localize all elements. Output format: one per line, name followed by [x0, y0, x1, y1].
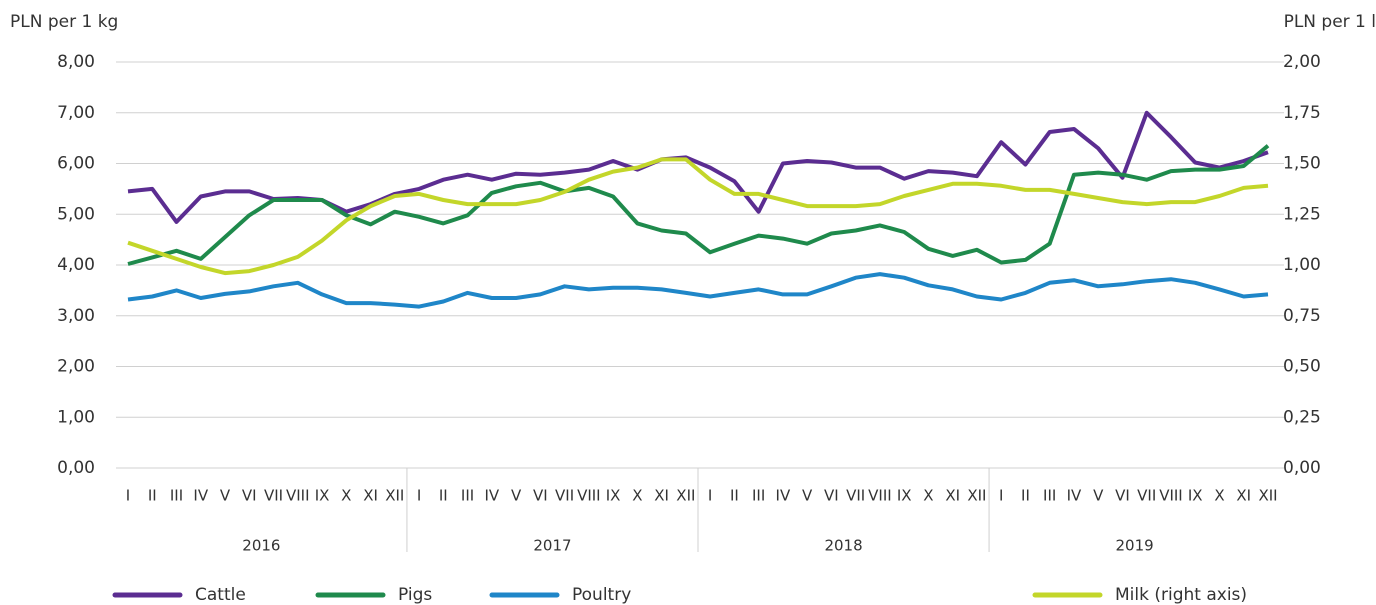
series-line — [127, 272, 1269, 309]
y2-tick-label: 0,00 — [1283, 458, 1321, 478]
x-tick-label: III — [461, 487, 474, 505]
y-tick-label: 3,00 — [57, 306, 95, 326]
x-group-label: 2018 — [824, 537, 862, 555]
x-tick-label: I — [999, 487, 1003, 505]
x-tick-label: I — [417, 487, 421, 505]
x-tick-label: IV — [484, 487, 499, 505]
y-tick-label: 6,00 — [57, 154, 95, 174]
x-tick-label: XII — [385, 487, 404, 505]
legend-label: Cattle — [195, 585, 246, 605]
x-tick-label: III — [752, 487, 765, 505]
x-tick-label: XI — [1236, 487, 1251, 505]
y2-tick-label: 1,75 — [1283, 103, 1321, 123]
x-tick-label: XI — [363, 487, 378, 505]
y-tick-label: 4,00 — [57, 255, 95, 275]
x-tick-label: XII — [967, 487, 986, 505]
x-tick-label: V — [802, 487, 813, 505]
x-tick-label: IV — [1067, 487, 1082, 505]
x-tick-label: IX — [897, 487, 912, 505]
x-tick-label: VII — [846, 487, 865, 505]
y2-tick-label: 2,00 — [1283, 52, 1321, 72]
x-tick-label: IX — [606, 487, 621, 505]
y-tick-label: 0,00 — [57, 458, 95, 478]
x-tick-label: IV — [193, 487, 208, 505]
x-tick-label: II — [730, 487, 739, 505]
series-line — [127, 157, 1269, 276]
x-tick-label: VIII — [577, 487, 601, 505]
x-tick-label: II — [148, 487, 157, 505]
y2-tick-label: 0,50 — [1283, 357, 1321, 377]
y-tick-label: 8,00 — [57, 52, 95, 72]
x-tick-label: VI — [824, 487, 839, 505]
legend-label: Milk (right axis) — [1115, 585, 1247, 605]
x-group-label: 2019 — [1116, 537, 1154, 555]
x-tick-label: VIII — [1159, 487, 1183, 505]
x-tick-label: V — [1093, 487, 1104, 505]
y2-tick-label: 0,75 — [1283, 306, 1321, 326]
y2-tick-label: 1,25 — [1283, 204, 1321, 224]
x-tick-label: VIII — [868, 487, 892, 505]
x-group-label: 2016 — [242, 537, 280, 555]
legend-label: Pigs — [398, 585, 432, 605]
series-line — [127, 144, 1270, 266]
x-tick-label: II — [1021, 487, 1030, 505]
x-tick-label: VI — [242, 487, 257, 505]
x-tick-label: III — [1043, 487, 1056, 505]
x-tick-label: VII — [1137, 487, 1156, 505]
y2-axis-label: PLN per 1 l — [1284, 12, 1376, 32]
x-tick-label: X — [341, 487, 351, 505]
x-tick-label: VIII — [286, 487, 310, 505]
x-tick-label: V — [220, 487, 231, 505]
x-tick-label: IV — [776, 487, 791, 505]
legend-label: Poultry — [572, 585, 631, 605]
y-axis-label: PLN per 1 kg — [10, 12, 118, 32]
y2-tick-label: 1,50 — [1283, 154, 1321, 174]
x-tick-label: X — [923, 487, 933, 505]
y-tick-label: 2,00 — [57, 357, 95, 377]
x-tick-label: I — [126, 487, 130, 505]
x-tick-label: III — [170, 487, 183, 505]
x-group-label: 2017 — [533, 537, 571, 555]
y-tick-label: 5,00 — [57, 204, 95, 224]
x-tick-label: I — [708, 487, 712, 505]
x-tick-label: XI — [654, 487, 669, 505]
x-tick-label: II — [439, 487, 448, 505]
x-tick-label: X — [632, 487, 642, 505]
x-tick-label: VII — [264, 487, 283, 505]
y2-tick-label: 1,00 — [1283, 255, 1321, 275]
x-tick-label: X — [1214, 487, 1224, 505]
y2-tick-label: 0,25 — [1283, 407, 1321, 427]
y-tick-label: 7,00 — [57, 103, 95, 123]
y-tick-label: 1,00 — [57, 407, 95, 427]
x-tick-label: V — [511, 487, 522, 505]
x-tick-label: IX — [315, 487, 330, 505]
x-tick-label: VI — [533, 487, 548, 505]
x-tick-label: VI — [1115, 487, 1130, 505]
x-tick-label: XI — [945, 487, 960, 505]
x-tick-label: XII — [676, 487, 695, 505]
x-tick-label: VII — [555, 487, 574, 505]
x-tick-label: IX — [1188, 487, 1203, 505]
x-tick-label: XII — [1258, 487, 1277, 505]
